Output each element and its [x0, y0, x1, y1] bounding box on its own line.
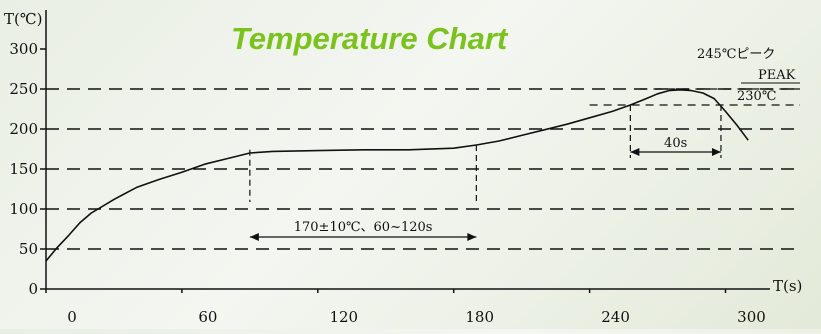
- temperature-profile-line: [45, 89, 749, 262]
- y-tick-label-50: 50: [19, 240, 38, 258]
- peak-label-jp: 245℃ピーク: [697, 47, 775, 62]
- chart-title: Temperature Chart: [231, 21, 509, 56]
- soak-arrowhead-right: [467, 233, 477, 241]
- y-tick-label-200: 200: [9, 120, 38, 138]
- y-tick-label-150: 150: [9, 160, 38, 178]
- y-tick-label-0: 0: [28, 280, 38, 298]
- y-tick-label-100: 100: [9, 200, 38, 218]
- annotations: 170±10℃、60~120s 40s 245℃ピーク PEAK 230℃: [249, 47, 800, 241]
- axes: [45, 10, 770, 290]
- x-tick-label-300: 300: [737, 308, 766, 326]
- x-tick-label-240: 240: [601, 308, 630, 326]
- x-tick-label-0: 0: [67, 308, 77, 326]
- x-tick-label-180: 180: [465, 308, 494, 326]
- series: [45, 89, 749, 262]
- threshold-label: 230℃: [737, 89, 776, 104]
- peak-label-en: PEAK: [758, 68, 796, 83]
- x-axis-title: T(s): [773, 277, 802, 295]
- x-tick-label-60: 60: [198, 308, 217, 326]
- y-axis-title: T(℃): [4, 10, 43, 28]
- soak-label: 170±10℃、60~120s: [294, 220, 433, 235]
- reflow-arrowhead-right: [711, 148, 721, 156]
- reflow-arrowhead-left: [630, 148, 640, 156]
- soak-arrowhead-left: [249, 233, 259, 241]
- y-tick-label-300: 300: [9, 40, 38, 58]
- y-tick-label-250: 250: [9, 80, 38, 98]
- x-tick-label-120: 120: [329, 308, 358, 326]
- tick-labels: 0 50 100 150 200 250 300 0 60 120 180 240 300: [9, 40, 765, 326]
- reflow-label: 40s: [664, 136, 687, 151]
- grid-lines: [46, 88, 800, 250]
